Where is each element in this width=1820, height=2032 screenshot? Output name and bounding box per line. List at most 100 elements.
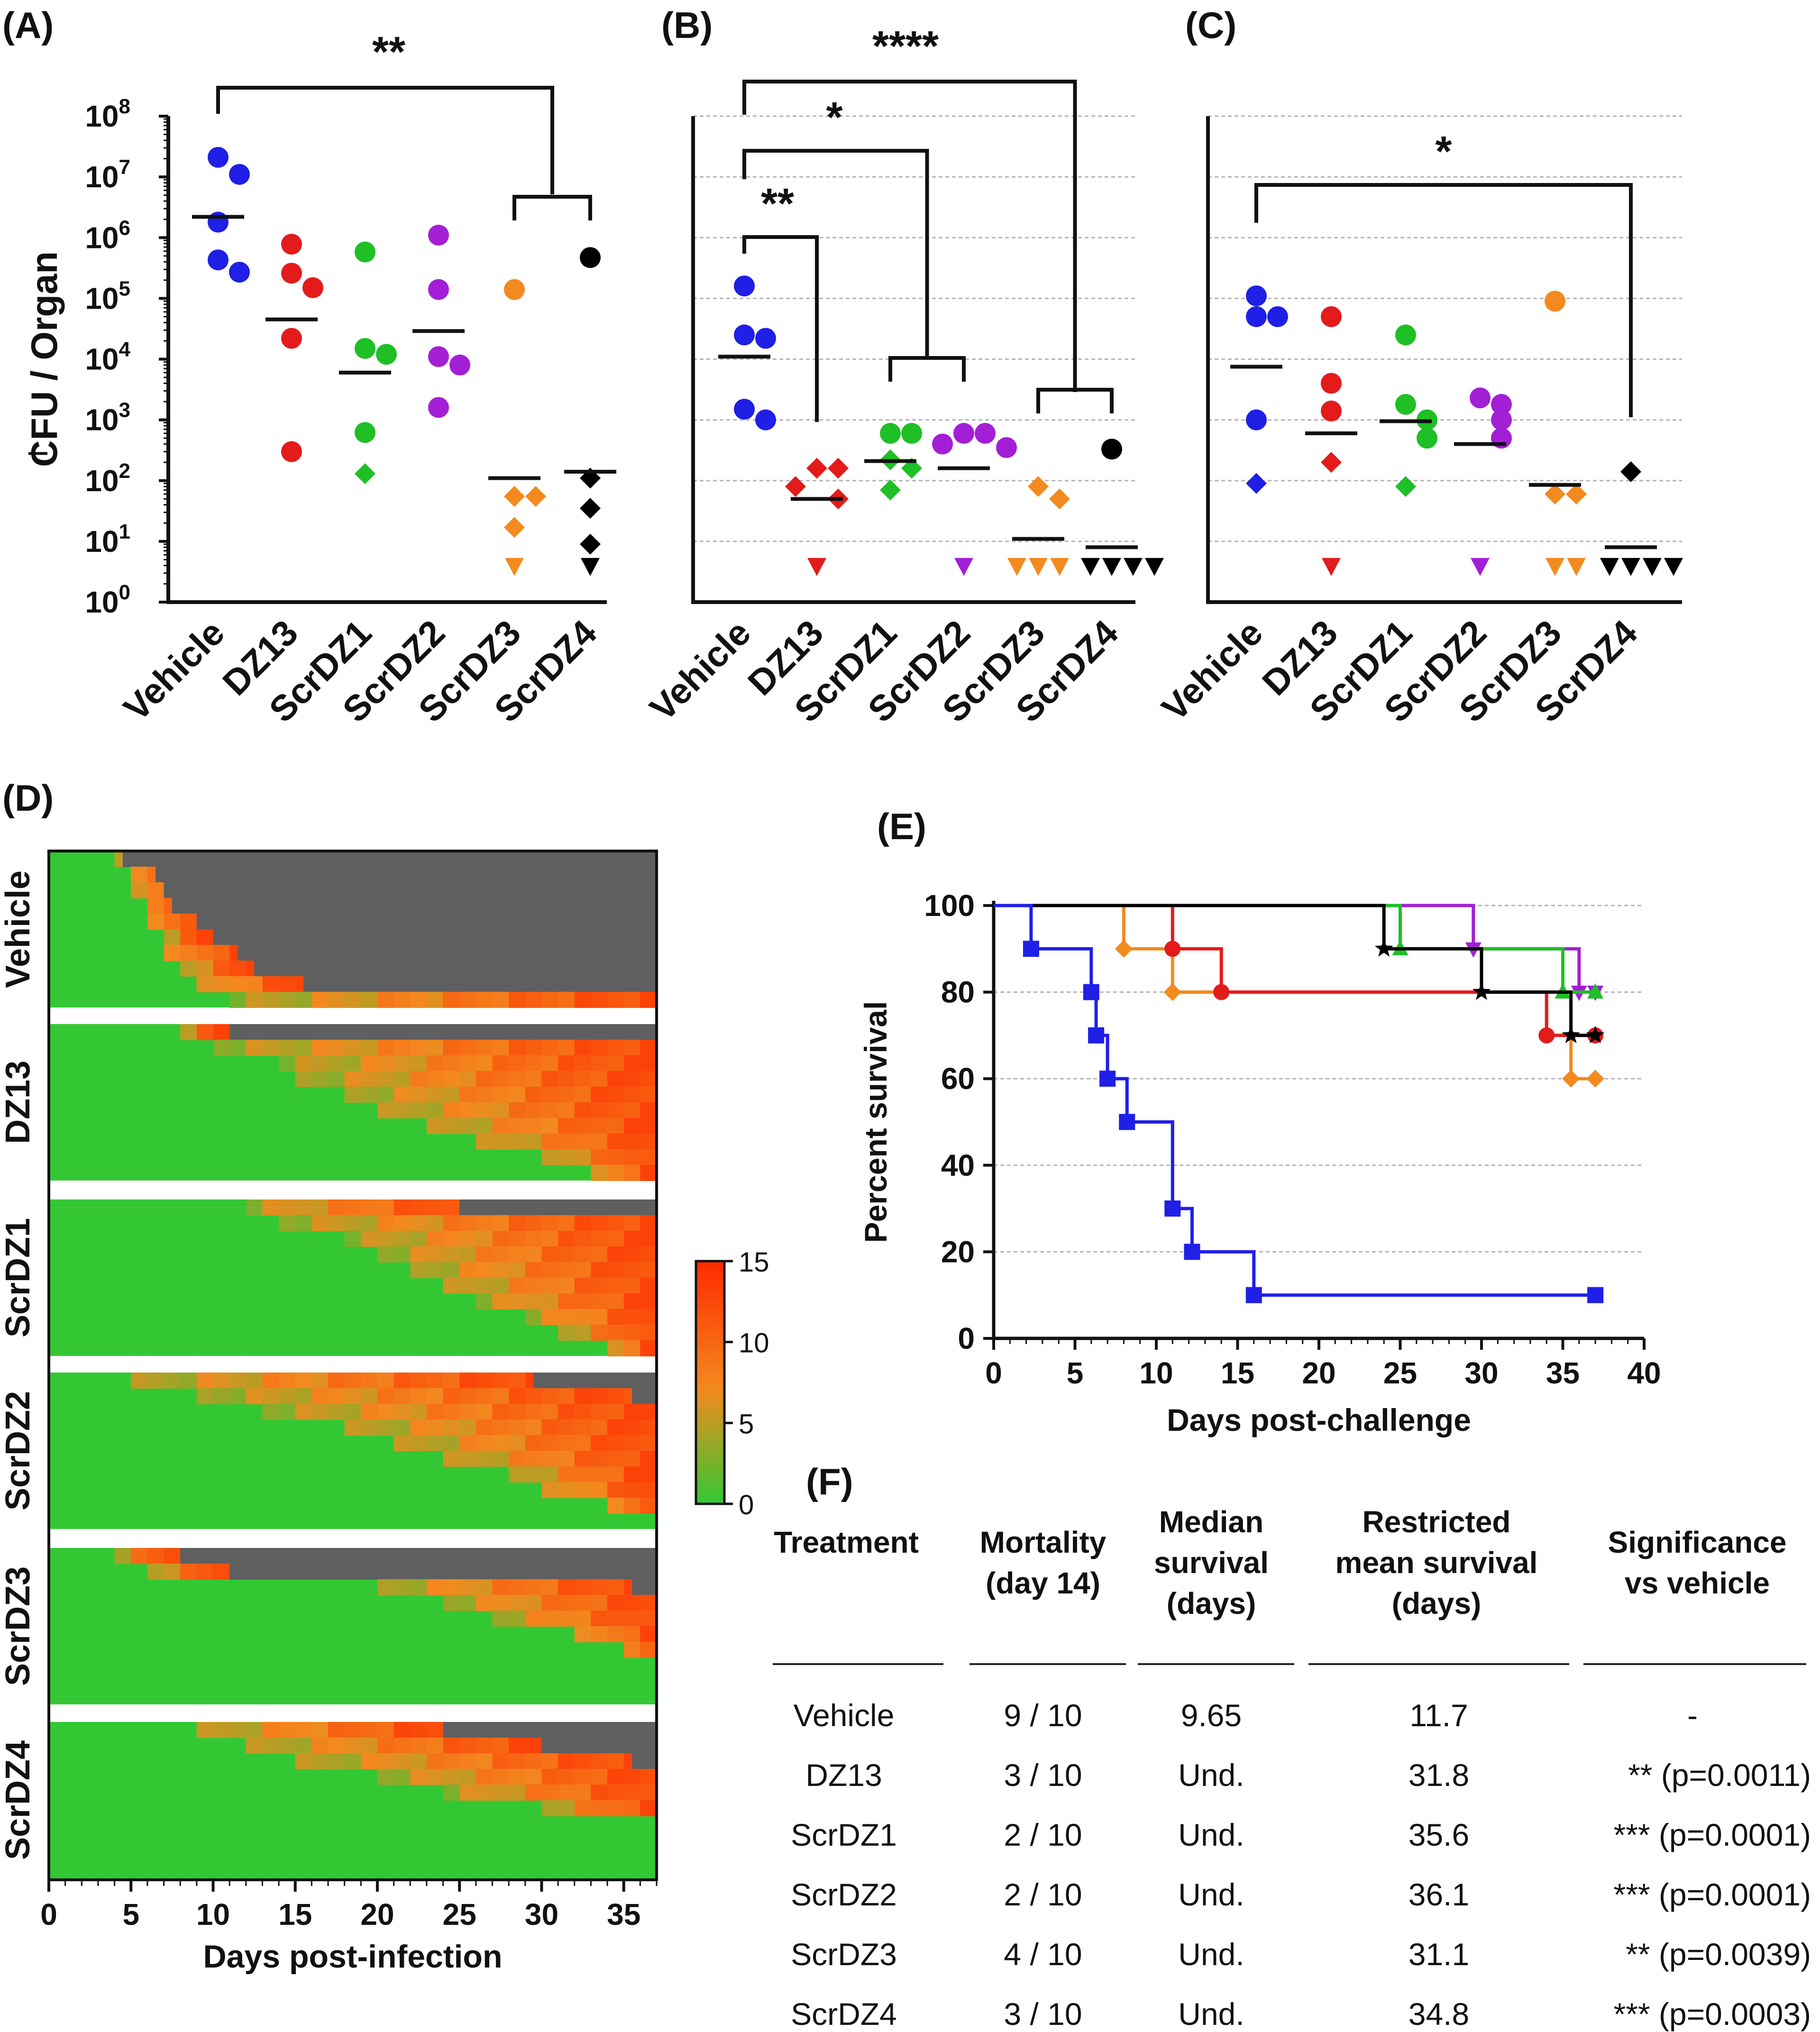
heatmap-cell [311,1071,329,1087]
heatmap-cell [393,1215,411,1231]
data-point [901,423,922,444]
heatmap-cell [459,1118,476,1134]
heatmap-cell [213,1024,230,1040]
heatmap-cell [640,1800,657,1816]
heatmap-cell [377,1388,394,1404]
significance-bracket [742,80,1077,392]
heatmap-cell [328,1722,345,1738]
heatmap-cell [295,1388,312,1404]
x-tick-label: 0 [985,1356,1002,1390]
heatmap-cell [328,1071,345,1087]
heatmap-cell [623,1595,641,1611]
heatmap-cell [525,1215,542,1231]
heatmap-cell [623,992,641,1008]
heatmap-dead-cell [164,882,657,898]
heatmap-cell [229,961,247,977]
data-point [376,344,397,365]
heatmap-cell [196,1024,214,1040]
heatmap-cell [492,1071,510,1087]
y-tick-exponent: 4 [119,338,131,361]
heatmap-cell [492,1404,510,1420]
heatmap-cell [246,992,263,1008]
heatmap-cell [525,1231,542,1247]
heatmap-dead-cell [533,1373,657,1389]
data-point [1417,428,1437,449]
heatmap-cell [213,945,230,961]
significance-label: ** [761,180,794,228]
data-point [1600,558,1619,576]
heatmap-cell [525,1246,542,1263]
heatmap-cell [558,1451,575,1467]
data-point [1643,558,1662,576]
heatmap-cell [509,1055,526,1071]
heatmap-cell [541,1482,559,1498]
heatmap-cell [426,1102,444,1118]
significance-bracket [742,235,819,422]
data-point [581,558,600,576]
heatmap-cell [525,1579,542,1595]
heatmap-cell [377,1102,394,1118]
heatmap-cell [558,1611,575,1627]
heatmap-cell [311,1404,329,1420]
heatmap-cell [393,1199,411,1216]
y-axis-label: CFU / Organ [23,251,65,467]
heatmap-cell [328,1215,345,1231]
heatmap-cell [509,1419,526,1436]
heatmap-cell [623,1149,641,1165]
heatmap-cell [344,1738,362,1754]
heatmap-cell [476,1293,493,1309]
heatmap-cell [623,1040,641,1056]
heatmap-cell [459,1071,476,1087]
heatmap-cell [640,1165,657,1181]
heatmap-cell [393,1435,411,1451]
panel-label-e: (E) [877,805,926,847]
heatmap-group-scrdz1 [49,1199,657,1356]
heatmap-cell [607,1134,624,1150]
y-tick-label: 106 [85,216,130,255]
heatmap-cell [492,1215,510,1231]
heatmap-cell [476,1595,493,1611]
data-point [785,476,806,497]
heatmap-cell [640,1785,657,1801]
data-point [1124,558,1143,576]
heatmap-cell [509,1071,526,1087]
heatmap-cell [229,976,247,992]
heatmap-cell [509,1451,526,1467]
heatmap-cell [558,1231,575,1247]
x-tick-label: 15 [278,1897,312,1931]
heatmap-cell [361,1215,378,1231]
x-tick-label: 10 [196,1897,230,1931]
heatmap-cell [426,1738,444,1754]
colorbar-tick-label: 5 [739,1409,754,1439]
heatmap-cell [623,1055,641,1071]
data-point [1545,291,1565,312]
heatmap-cell [377,1373,394,1389]
heatmap-cell [607,1325,624,1341]
heatmap-cell [426,1071,444,1087]
survival-marker [1099,1071,1116,1087]
heatmap-cell [574,1626,592,1642]
data-point [281,328,302,349]
heatmap-cell [640,1451,657,1467]
table-cell-treatment: ScrDZ1 [791,1817,897,1852]
heatmap-cell [492,1293,510,1309]
heatmap-cell [591,1785,608,1801]
heatmap-cell [574,1753,592,1769]
heatmap-cell [640,1769,657,1785]
data-point [281,263,302,284]
data-point [428,224,449,246]
heatmap-cell [541,1118,559,1134]
heatmap-cell [541,992,559,1008]
table-header-treatment: Treatment [774,1525,919,1559]
heatmap-cell [558,1262,575,1278]
heatmap-cell [213,976,230,992]
heatmap-cell [410,1404,427,1420]
data-point [281,234,302,255]
heatmap-cell [246,1722,263,1738]
heatmap-cell [180,1564,197,1580]
heatmap-cell [328,1373,345,1389]
heatmap-cell [492,1451,510,1467]
heatmap-cell [393,1102,411,1118]
heatmap-cell [459,1595,476,1611]
